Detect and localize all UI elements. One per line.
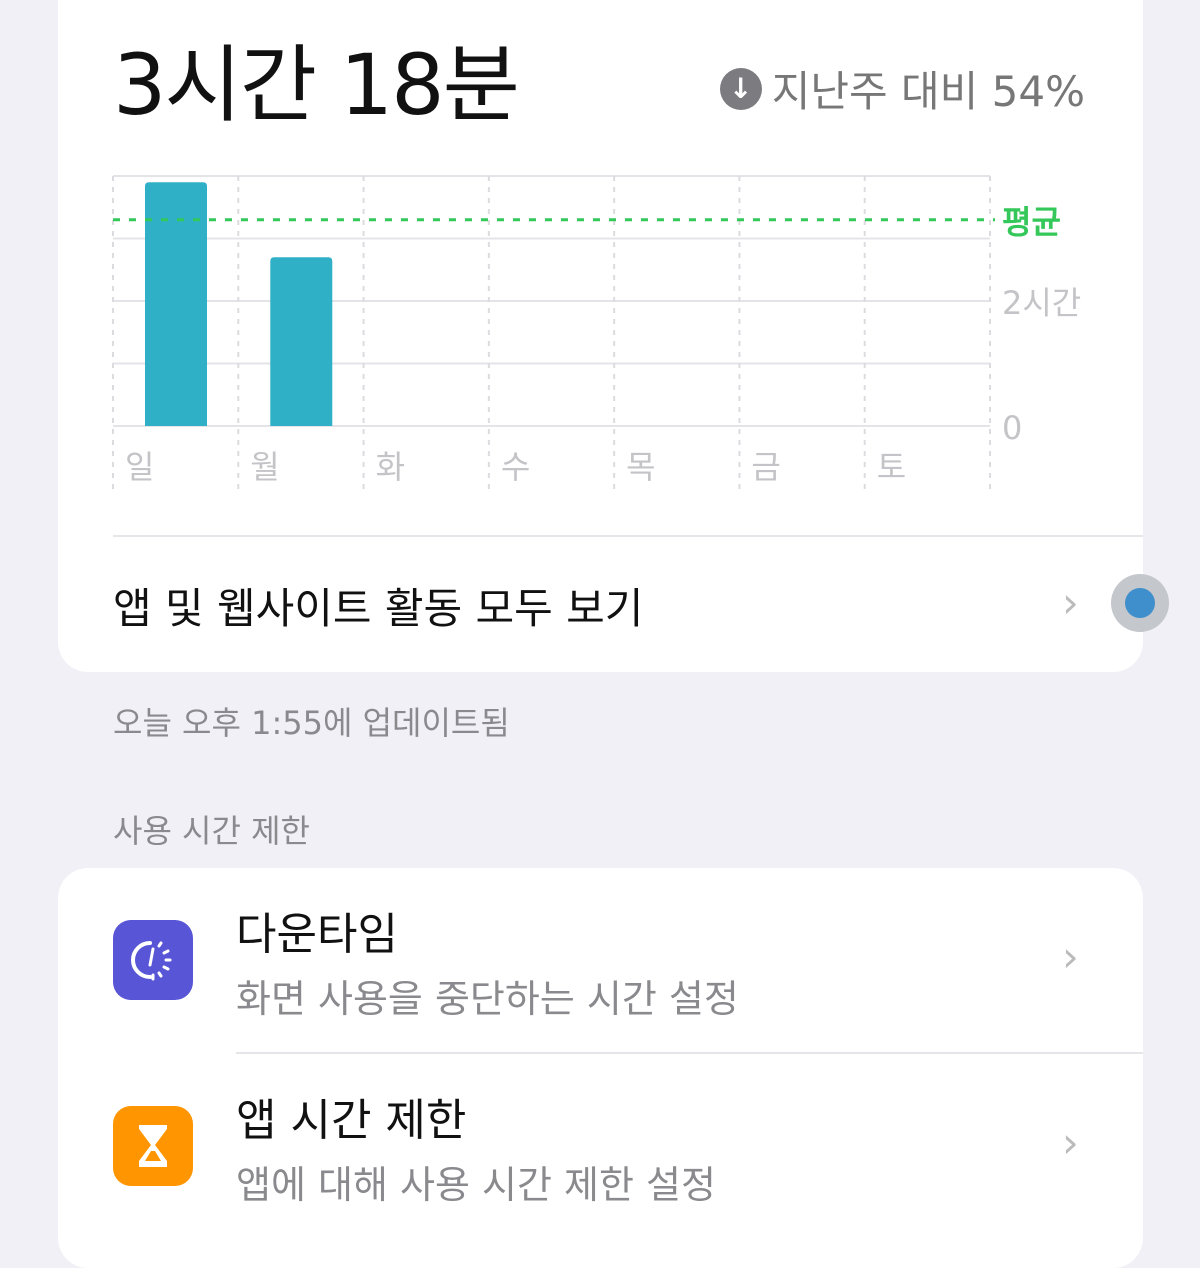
chevron-right-icon[interactable]: › (1062, 1118, 1079, 1167)
weekly-compare: ↓ 지난주 대비 54% (719, 58, 1085, 119)
divider (113, 535, 1143, 537)
average-label: 평균 (1002, 203, 1061, 241)
app-limits-subtitle: 앱에 대해 사용 시간 제한 설정 (236, 1163, 716, 1207)
updated-text: 오늘 오후 1:55에 업데이트됨 (113, 704, 510, 742)
chevron-right-icon[interactable]: › (1062, 578, 1079, 627)
x-tick-label: 토 (877, 448, 906, 486)
downtime-title: 다운타임 (236, 909, 398, 960)
y-tick-label: 2시간 (1002, 284, 1081, 322)
y-tick-label: 0 (1002, 409, 1022, 447)
x-tick-label: 화 (376, 448, 405, 486)
x-tick-label: 일 (125, 448, 154, 486)
bar-월 (270, 257, 333, 426)
usage-card (58, 0, 1143, 672)
usage-chart[interactable]: 일 월 화 수 목 금 토 2시간 0 평균 (0, 0, 1200, 520)
x-tick-label: 월 (250, 448, 279, 486)
x-tick-label: 목 (626, 448, 655, 486)
divider (236, 1052, 1143, 1054)
arrow-down-circle-icon: ↓ (719, 67, 762, 110)
hourglass-icon (113, 1106, 193, 1186)
x-tick-label: 금 (751, 448, 780, 486)
app-limits-title: 앱 시간 제한 (236, 1095, 467, 1146)
section-header: 사용 시간 제한 (113, 812, 310, 850)
chevron-right-icon[interactable]: › (1062, 932, 1079, 981)
touch-indicator (1111, 574, 1169, 632)
all-activity-link[interactable]: 앱 및 웹사이트 활동 모두 보기 (113, 584, 644, 633)
downtime-icon (113, 920, 193, 1000)
downtime-subtitle: 화면 사용을 중단하는 시간 설정 (236, 977, 739, 1021)
total-usage: 3시간 18분 (113, 36, 520, 134)
bar-일 (145, 182, 207, 426)
compare-text: 지난주 대비 54% (771, 67, 1085, 116)
x-tick-label: 수 (501, 448, 530, 486)
